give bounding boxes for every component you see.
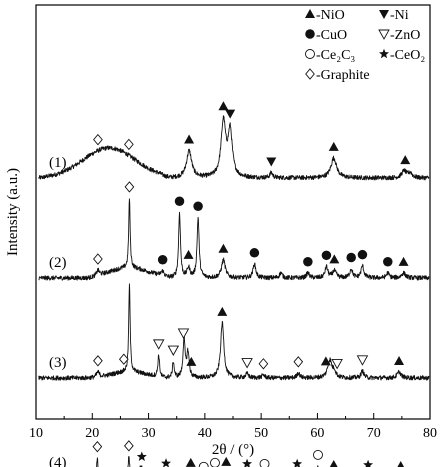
x-axis-label: 2θ / (°) xyxy=(212,442,254,458)
peak-markers xyxy=(92,101,411,467)
peak-marker-triangle-down-open xyxy=(356,355,369,366)
series-labels: (1) (2) (3) (4) xyxy=(49,155,67,467)
peak-marker-circle-open xyxy=(210,457,220,467)
peak-marker-circle-filled xyxy=(383,257,393,267)
peak-marker-triangle-down-open xyxy=(241,358,253,369)
peak-marker-circle-open xyxy=(305,49,315,59)
peak-marker-triangle-down-open xyxy=(177,328,190,339)
series-label: (3) xyxy=(49,355,67,371)
xrd-trace xyxy=(38,115,430,181)
series-label: (1) xyxy=(49,155,67,171)
peak-marker-star-filled xyxy=(161,458,172,467)
peak-marker-diamond-open xyxy=(124,181,135,193)
peak-marker-triangle-up-filled xyxy=(397,460,405,467)
legend-label: -NiO xyxy=(316,8,345,23)
peak-marker-triangle-up-filled xyxy=(394,355,405,365)
legend-label: -CeO₂ xyxy=(390,48,425,63)
peak-marker-triangle-down-open xyxy=(378,29,390,40)
peak-marker-triangle-up-filled xyxy=(329,459,338,467)
peak-marker-triangle-down-filled xyxy=(266,157,277,167)
peak-marker-triangle-down-filled xyxy=(379,10,389,19)
peak-marker-circle-open xyxy=(259,458,270,467)
x-tick-label: 10 xyxy=(29,426,43,441)
legend: -NiO -Ni -CuO -ZnO -Ce₂C₃ -CeO₂ -Graphite xyxy=(305,8,425,83)
peak-marker-diamond-open xyxy=(93,133,103,146)
peak-marker-diamond-open xyxy=(124,138,134,151)
peak-marker-diamond-open xyxy=(305,68,315,80)
peak-marker-circle-filled xyxy=(193,201,203,212)
peak-marker-circle-filled xyxy=(321,250,332,261)
legend-label: -CuO xyxy=(316,28,347,43)
x-tick-label: 80 xyxy=(423,426,437,441)
xrd-trace xyxy=(38,198,430,281)
peak-marker-circle-open xyxy=(313,449,323,460)
peak-marker-star-filled xyxy=(136,451,147,461)
peak-marker-triangle-up-filled xyxy=(400,155,411,165)
peak-marker-circle-open xyxy=(198,461,209,467)
x-tick-label: 70 xyxy=(367,426,381,441)
peak-marker-triangle-up-filled xyxy=(328,141,339,151)
peak-marker-triangle-down-filled xyxy=(225,109,236,119)
xrd-trace xyxy=(38,283,430,381)
x-tick-label: 60 xyxy=(310,426,324,441)
peak-marker-circle-filled xyxy=(357,249,368,260)
peak-marker-triangle-up-filled xyxy=(218,243,229,253)
x-tick-label: 30 xyxy=(142,426,156,441)
peak-marker-triangle-up-filled xyxy=(329,254,340,264)
peak-marker-triangle-up-filled xyxy=(184,134,195,144)
peak-marker-triangle-down-open xyxy=(152,339,165,350)
series-label: (2) xyxy=(49,255,67,271)
peak-marker-triangle-up-filled xyxy=(186,356,197,366)
y-axis-label: Intensity (a.u.) xyxy=(5,168,21,256)
legend-label: -Graphite xyxy=(316,68,370,83)
peak-marker-triangle-up-filled xyxy=(183,249,194,259)
legend-label: -Ni xyxy=(390,8,409,23)
peak-marker-diamond-open xyxy=(258,358,269,370)
peak-marker-star-filled xyxy=(292,458,303,467)
peak-marker-circle-filled xyxy=(303,257,313,267)
series-label: (4) xyxy=(49,455,67,467)
peak-marker-star-filled xyxy=(363,459,374,467)
peak-marker-triangle-up-filled xyxy=(221,456,232,466)
peak-marker-diamond-open xyxy=(93,355,103,367)
peak-marker-diamond-open xyxy=(293,356,304,368)
peak-marker-triangle-up-filled xyxy=(185,457,196,467)
peak-marker-triangle-up-filled xyxy=(320,356,331,366)
x-tick-label: 50 xyxy=(254,426,268,441)
peak-marker-diamond-open xyxy=(124,440,134,452)
peak-marker-circle-filled xyxy=(249,248,260,258)
legend-label: -ZnO xyxy=(390,28,420,43)
peak-marker-diamond-open xyxy=(92,440,103,453)
peak-marker-star-filled xyxy=(242,458,253,467)
plot-frame xyxy=(35,4,431,420)
peak-marker-star-filled xyxy=(379,48,389,59)
peak-marker-diamond-open xyxy=(118,353,129,365)
peak-marker-circle-filled xyxy=(174,196,185,207)
peak-marker-circle-filled xyxy=(157,255,168,265)
legend-label: -Ce₂C₃ xyxy=(316,48,355,63)
peak-marker-triangle-up-filled xyxy=(305,9,315,18)
peak-marker-triangle-up-filled xyxy=(398,256,409,266)
peak-marker-triangle-down-open xyxy=(331,358,343,370)
x-axis: 10 20 30 40 50 60 70 80 xyxy=(29,413,437,441)
peak-marker-triangle-up-filled xyxy=(218,101,229,111)
peak-marker-circle-filled xyxy=(305,29,315,39)
peak-marker-triangle-down-open xyxy=(167,345,180,356)
peak-marker-triangle-up-filled xyxy=(217,306,228,316)
peak-marker-circle-filled xyxy=(346,252,356,263)
peak-marker-diamond-open xyxy=(93,253,103,265)
x-tick-label: 40 xyxy=(198,426,212,441)
xrd-traces xyxy=(38,115,430,467)
x-tick-label: 20 xyxy=(85,426,99,441)
